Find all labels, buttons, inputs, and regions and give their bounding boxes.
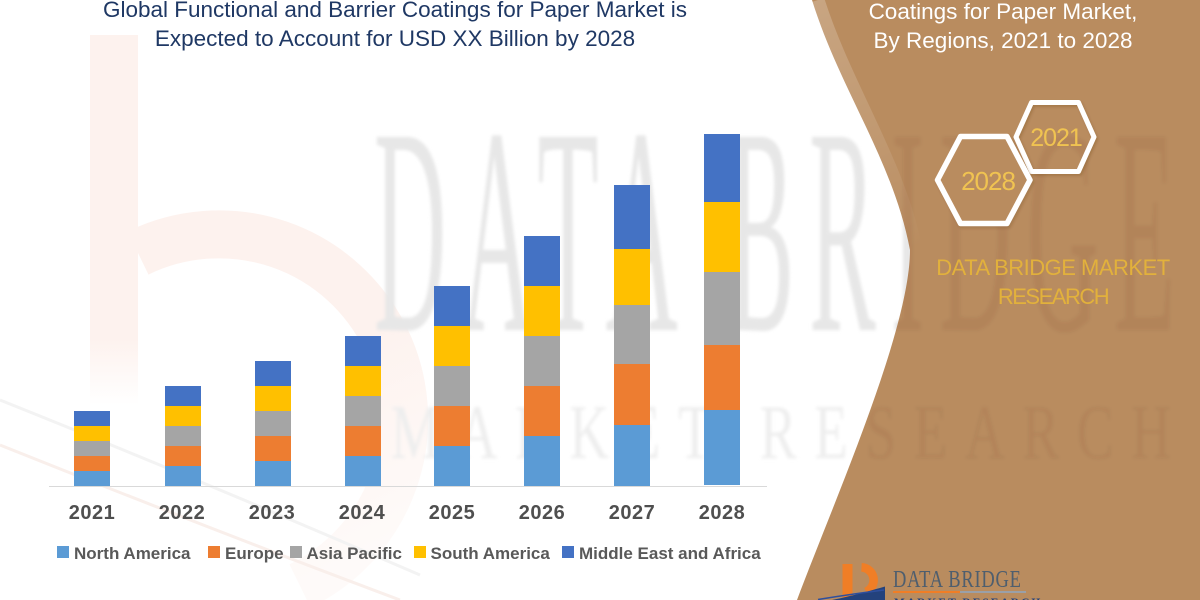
svg-text:2021: 2021 (1030, 124, 1082, 152)
svg-text:2028: 2028 (961, 166, 1015, 196)
